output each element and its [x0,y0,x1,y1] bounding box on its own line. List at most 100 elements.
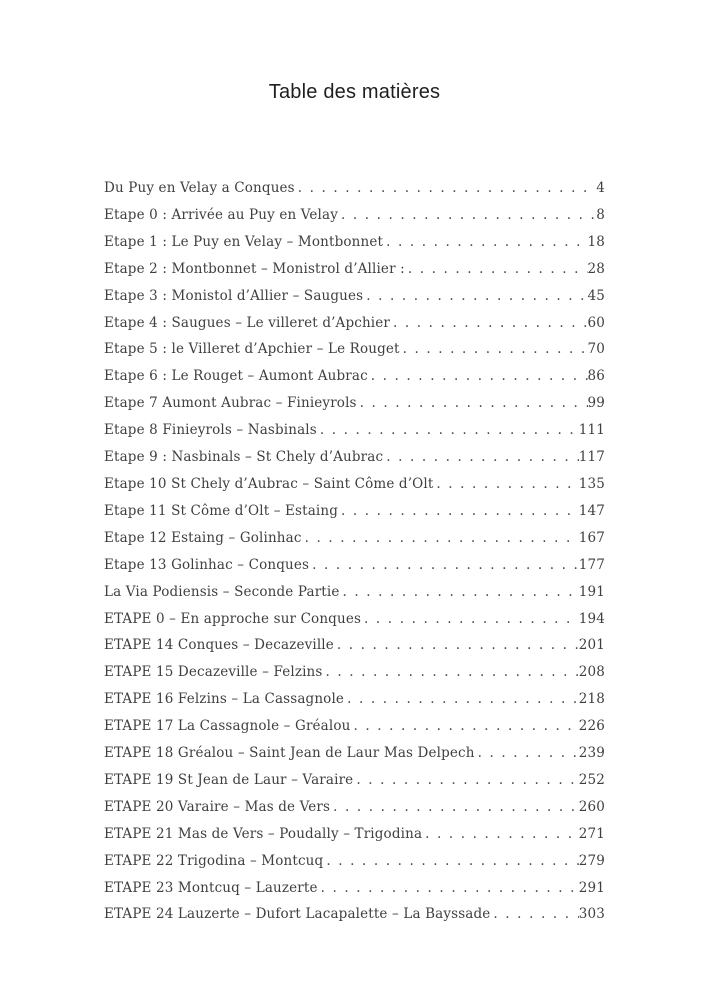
page-title: Table des matières [268,81,441,103]
toc-entry-label: Etape 1 : Le Puy en Velay – Montbonnet [104,233,384,250]
toc-entry-label: Etape 8 Finieyrols – Nasbinals [104,422,317,439]
toc-entry[interactable]: Du Puy en Velay a Conques . . . . . . . … [104,175,605,202]
dot-leader: . . . . . . . . . . . . . . . . . . . . … [347,691,579,708]
toc-entry-page: 4 [596,180,605,196]
toc-entry-page: 208 [578,664,605,681]
toc-entry-label: ETAPE 15 Decazeville – Felzins [104,664,323,681]
toc-entry-label: ETAPE 14 Conques – Decazeville [104,637,334,654]
toc-entry[interactable]: ETAPE 17 La Cassagnole – Gréalou . . . .… [104,713,605,740]
toc-entry-page: 70 [587,341,605,358]
toc-entry[interactable]: Etape 5 : le Villeret d’Apchier – Le Rou… [104,336,605,363]
toc-entry[interactable]: Etape 4 : Saugues – Le villeret d’Apchie… [104,310,605,337]
toc-entry-label: Etape 13 Golinhac – Conques [104,556,310,573]
dot-leader: . . . . . . . . . . . . . . . . . . . . … [325,664,578,681]
dot-leader: . . . . . . . . . . . . . . . . . . . . … [353,718,578,735]
toc-entry[interactable]: ETAPE 16 Felzins – La Cassagnole . . . .… [104,686,605,713]
toc-entry-page: 117 [578,449,605,466]
toc-entry[interactable]: Etape 1 : Le Puy en Velay – Montbonnet .… [104,229,605,256]
dot-leader: . . . . . . . . . . . . . . . . . . . . … [477,745,579,762]
dot-leader: . . . . . . . . . . . . . . . . . . . . … [304,529,579,546]
toc-entry-label: Etape 2 : Montbonnet – Monistrol d’Allie… [104,260,405,277]
toc-entry-page: 45 [587,287,605,304]
dot-leader: . . . . . . . . . . . . . . . . . . . . … [493,906,578,923]
toc-entry-page: 226 [578,718,605,735]
dot-leader: . . . . . . . . . . . . . . . . . . . . … [341,206,596,223]
toc-entry-page: 135 [578,475,605,492]
toc-entry[interactable]: ETAPE 23 Montcuq – Lauzerte . . . . . . … [104,875,605,902]
toc-entry[interactable]: Etape 11 St Côme d’Olt – Estaing . . . .… [104,498,605,525]
dot-leader: . . . . . . . . . . . . . . . . . . . . … [297,180,596,196]
toc-entry-page: 260 [578,798,605,815]
toc-entry-label: Etape 10 St Chely d’Aubrac – Saint Côme … [104,475,434,492]
toc-entry[interactable]: Etape 7 Aumont Aubrac – Finieyrols . . .… [104,390,605,417]
toc-entry[interactable]: Etape 0 : Arrivée au Puy en Velay . . . … [104,202,605,229]
toc-entry-label: ETAPE 20 Varaire – Mas de Vers [104,798,331,815]
dot-leader: . . . . . . . . . . . . . . . . . . . . … [359,395,588,412]
dot-leader: . . . . . . . . . . . . . . . . . . . . … [386,233,587,250]
dot-leader: . . . . . . . . . . . . . . . . . . . . … [393,314,588,331]
toc-entry-label: Etape 11 St Côme d’Olt – Estaing [104,502,339,519]
toc-entry[interactable]: Etape 10 St Chely d’Aubrac – Saint Côme … [104,471,605,498]
toc-entry[interactable]: ETAPE 22 Trigodina – Montcuq . . . . . .… [104,848,605,875]
toc-entry[interactable]: ETAPE 0 – En approche sur Conques . . . … [104,606,605,633]
toc-entry-label: ETAPE 16 Felzins – La Cassagnole [104,691,345,708]
dot-leader: . . . . . . . . . . . . . . . . . . . . … [370,368,588,385]
toc-entry-label: Etape 4 : Saugues – Le villeret d’Apchie… [104,314,391,331]
toc-entry[interactable]: Etape 9 : Nasbinals – St Chely d’Aubrac … [104,444,605,471]
dot-leader: . . . . . . . . . . . . . . . . . . . . … [312,556,579,573]
toc-entry[interactable]: ETAPE 18 Gréalou – Saint Jean de Laur Ma… [104,740,605,767]
toc-entry[interactable]: Etape 2 : Montbonnet – Monistrol d’Allie… [104,256,605,283]
toc-entry-page: 167 [578,529,605,546]
toc-entry[interactable]: ETAPE 24 Lauzerte – Dufort Lacapalette –… [104,901,605,928]
dot-leader: . . . . . . . . . . . . . . . . . . . . … [436,475,578,492]
toc-entry-page: 99 [587,395,605,412]
toc-entry-page: 111 [578,422,605,439]
toc-entry-label: Etape 3 : Monistol d’Allier – Saugues [104,287,364,304]
dot-leader: . . . . . . . . . . . . . . . . . . . . … [342,583,579,600]
toc-entry[interactable]: ETAPE 15 Decazeville – Felzins . . . . .… [104,659,605,686]
toc-entry[interactable]: ETAPE 19 St Jean de Laur – Varaire . . .… [104,767,605,794]
dot-leader: . . . . . . . . . . . . . . . . . . . . … [341,502,579,519]
toc-entry-page: 8 [596,206,605,223]
toc-entry[interactable]: Etape 12 Estaing – Golinhac . . . . . . … [104,525,605,552]
toc-entry-page: 201 [578,637,605,654]
toc-entry-page: 291 [578,879,605,896]
dot-leader: . . . . . . . . . . . . . . . . . . . . … [366,287,587,304]
toc-entry[interactable]: Etape 8 Finieyrols – Nasbinals . . . . .… [104,417,605,444]
toc-entry-page: 239 [578,745,605,762]
toc-entry-page: 147 [578,502,605,519]
toc-entry-label: Etape 7 Aumont Aubrac – Finieyrols [104,395,357,412]
toc-entry[interactable]: Etape 6 : Le Rouget – Aumont Aubrac . . … [104,363,605,390]
toc-entry-label: ETAPE 24 Lauzerte – Dufort Lacapalette –… [104,906,491,923]
toc-entry-label: ETAPE 23 Montcuq – Lauzerte [104,879,318,896]
toc-entry-label: La Via Podiensis – Seconde Partie [104,583,340,600]
dot-leader: . . . . . . . . . . . . . . . . . . . . … [319,422,579,439]
dot-leader: . . . . . . . . . . . . . . . . . . . . … [425,825,579,842]
toc-entry-label: Etape 12 Estaing – Golinhac [104,529,302,546]
dot-leader: . . . . . . . . . . . . . . . . . . . . … [364,610,579,627]
toc-entry-label: Etape 0 : Arrivée au Puy en Velay [104,206,338,223]
toc-entry-page: 279 [578,852,605,869]
toc-entry-page: 177 [578,556,605,573]
dot-leader: . . . . . . . . . . . . . . . . . . . . … [356,771,578,788]
toc-entry-page: 191 [578,583,605,600]
toc-entry[interactable]: Etape 13 Golinhac – Conques . . . . . . … [104,552,605,579]
toc-entry-page: 28 [587,260,605,277]
dot-leader: . . . . . . . . . . . . . . . . . . . . … [386,449,579,466]
toc-entry[interactable]: Etape 3 : Monistol d’Allier – Saugues . … [104,283,605,310]
toc-entry-page: 252 [578,771,605,788]
toc-entry[interactable]: ETAPE 20 Varaire – Mas de Vers . . . . .… [104,794,605,821]
toc-entry-label: ETAPE 0 – En approche sur Conques [104,610,362,627]
dot-leader: . . . . . . . . . . . . . . . . . . . . … [402,341,588,358]
toc-entry-label: Etape 6 : Le Rouget – Aumont Aubrac [104,368,368,385]
dot-leader: . . . . . . . . . . . . . . . . . . . . … [333,798,579,815]
toc-entry[interactable]: La Via Podiensis – Seconde Partie . . . … [104,579,605,606]
toc-entry-page: 86 [587,368,605,385]
toc-entry[interactable]: ETAPE 14 Conques – Decazeville . . . . .… [104,632,605,659]
toc-entry-label: Du Puy en Velay a Conques [104,180,295,196]
toc-entry-label: ETAPE 21 Mas de Vers – Poudally – Trigod… [104,825,423,842]
toc-entry-label: ETAPE 18 Gréalou – Saint Jean de Laur Ma… [104,745,475,762]
toc-entry[interactable]: ETAPE 21 Mas de Vers – Poudally – Trigod… [104,821,605,848]
dot-leader: . . . . . . . . . . . . . . . . . . . . … [336,637,579,654]
